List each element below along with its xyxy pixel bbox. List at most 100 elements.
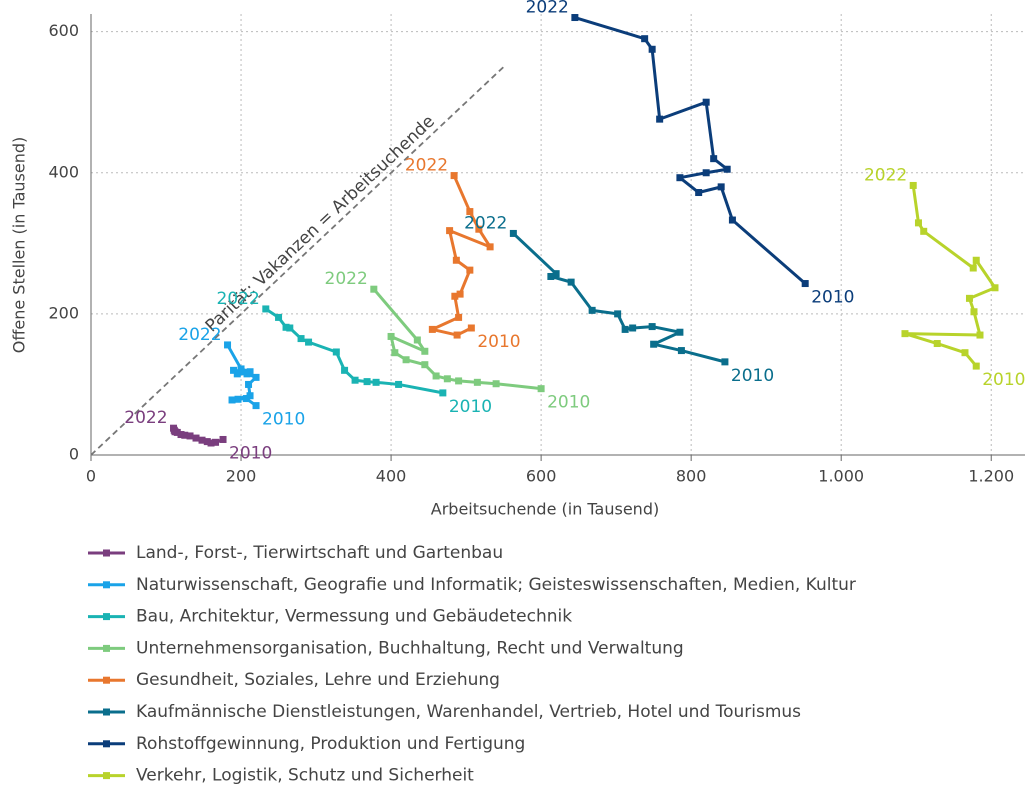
point: [245, 380, 253, 388]
point: [297, 335, 305, 343]
point: [428, 325, 436, 333]
point: [650, 340, 658, 348]
legend-label: Verkehr, Logistik, Schutz und Sicherheit: [136, 766, 474, 786]
point: [198, 436, 206, 444]
point: [453, 331, 461, 339]
point: [203, 438, 211, 446]
legend-label: Unternehmensorganisation, Buchhaltung, R…: [136, 638, 684, 658]
legend-marker: [103, 549, 110, 557]
legend-marker: [103, 740, 110, 748]
point: [363, 378, 371, 386]
point: [702, 98, 710, 106]
point: [234, 395, 242, 403]
year-label: 2010: [262, 410, 305, 430]
point: [547, 272, 555, 280]
point: [207, 439, 215, 447]
year-label: 2022: [526, 0, 569, 18]
point: [446, 227, 454, 235]
point: [282, 323, 290, 331]
x-tick-label: 800: [676, 467, 707, 486]
year-label: 2022: [124, 408, 167, 428]
point: [648, 45, 656, 53]
point: [976, 331, 984, 339]
point: [970, 308, 978, 316]
point: [286, 324, 294, 332]
point: [676, 174, 684, 182]
point: [372, 378, 380, 386]
point: [552, 270, 560, 278]
x-axis-title: Arbeitsuchende (in Tausend): [431, 500, 659, 519]
point: [192, 434, 200, 442]
point: [537, 385, 545, 393]
point: [246, 392, 254, 400]
year-label: 2022: [325, 269, 368, 289]
x-tick-label: 1.000: [818, 467, 864, 486]
y-tick-label: 0: [69, 445, 79, 464]
point: [920, 227, 928, 235]
year-label: 2010: [547, 393, 590, 413]
series-line: [903, 185, 997, 368]
point: [695, 189, 703, 197]
point: [676, 328, 684, 336]
year-label: 2010: [477, 332, 520, 352]
point: [242, 395, 250, 403]
legend-marker: [103, 772, 110, 780]
year-label: 2010: [731, 366, 774, 386]
legend-marker: [103, 581, 110, 589]
year-label: 2022: [405, 156, 448, 176]
point: [443, 375, 451, 383]
point: [246, 368, 254, 376]
point: [717, 183, 725, 191]
year-label: 2022: [864, 165, 907, 185]
point: [629, 324, 637, 332]
point: [588, 306, 596, 314]
point: [614, 310, 622, 318]
point: [475, 225, 483, 233]
point: [275, 313, 283, 321]
point: [237, 365, 245, 373]
legend-marker: [103, 613, 110, 621]
legend-marker: [103, 708, 110, 716]
point: [466, 208, 474, 216]
point: [413, 336, 421, 344]
year-label: 2022: [178, 325, 221, 345]
point: [648, 323, 656, 331]
point: [452, 256, 460, 264]
point: [402, 356, 410, 364]
legend-marker: [103, 676, 110, 684]
point: [233, 370, 241, 378]
point: [677, 347, 685, 355]
point: [972, 256, 980, 264]
point: [961, 349, 969, 357]
point: [262, 305, 270, 313]
x-tick-label: 200: [226, 467, 257, 486]
parity-line: [90, 66, 505, 456]
point: [723, 165, 731, 173]
point: [901, 330, 909, 338]
point: [177, 431, 185, 439]
point: [252, 373, 260, 381]
point: [432, 372, 440, 380]
point: [467, 324, 475, 332]
point: [186, 432, 194, 440]
point: [395, 380, 403, 388]
point: [219, 435, 227, 443]
point: [421, 347, 429, 355]
point: [228, 396, 236, 404]
point: [230, 366, 238, 374]
point: [332, 348, 340, 356]
legend-label: Kaufmännische Dienstleistungen, Warenhan…: [136, 702, 801, 722]
point: [728, 216, 736, 224]
legend-label: Naturwissenschaft, Geografie und Informa…: [136, 575, 856, 595]
legend-label: Bau, Architektur, Vermessung und Gebäude…: [136, 607, 572, 627]
point: [181, 431, 189, 439]
legend-label: Rohstoffgewinnung, Produktion und Fertig…: [136, 734, 525, 754]
year-label: 2022: [464, 213, 507, 233]
point: [969, 264, 977, 272]
point: [801, 280, 809, 288]
x-tick-label: 1.200: [968, 467, 1014, 486]
point: [567, 278, 575, 286]
point: [224, 341, 232, 349]
point: [212, 438, 220, 446]
